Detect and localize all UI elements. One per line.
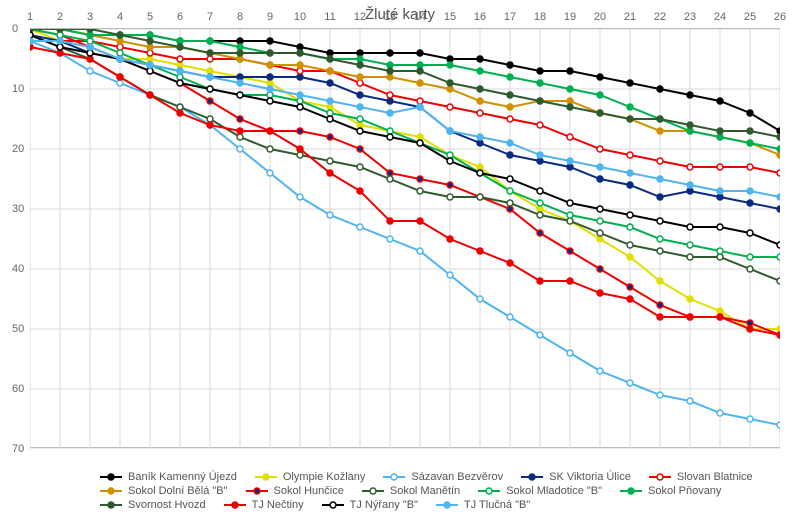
legend-label: TJ Nýřany "B" <box>350 499 418 511</box>
y-tick-label: 10 <box>12 83 24 95</box>
legend-label: Sokol Dolní Bělá "B" <box>128 485 228 497</box>
legend-swatch-icon <box>224 500 246 510</box>
legend-swatch-icon <box>322 500 344 510</box>
x-tick-label: 15 <box>444 11 456 23</box>
legend-label: Sokol Manětín <box>390 485 460 497</box>
x-tick-label: 21 <box>624 11 636 23</box>
x-tick-label: 23 <box>684 11 696 23</box>
x-tick-label: 1 <box>27 11 33 23</box>
y-tick-label: 60 <box>12 383 24 395</box>
legend-swatch-icon <box>246 486 268 496</box>
x-tick-label: 20 <box>594 11 606 23</box>
x-tick-label: 17 <box>504 11 516 23</box>
y-tick-label: 0 <box>12 23 18 35</box>
plot-area: 1234567891011121314151617181920212223242… <box>30 28 780 448</box>
x-tick-label: 25 <box>744 11 756 23</box>
legend-label: Slovan Blatnice <box>677 471 753 483</box>
y-tick-label: 50 <box>12 323 24 335</box>
legend-item: Svornost Hvozd <box>100 499 206 511</box>
legend-swatch-icon <box>100 486 122 496</box>
y-tick-label: 40 <box>12 263 24 275</box>
legend-swatch-icon <box>362 486 384 496</box>
y-tick-label: 30 <box>12 203 24 215</box>
legend-swatch-icon <box>620 486 642 496</box>
y-tick-label: 20 <box>12 143 24 155</box>
legend-label: Sázavan Bezvěrov <box>411 471 503 483</box>
legend-item: Sokol Manětín <box>362 485 460 497</box>
legend-swatch-icon <box>255 472 277 482</box>
legend-swatch-icon <box>100 500 122 510</box>
legend-item: Sokol Pňovany <box>620 485 721 497</box>
legend-label: Svornost Hvozd <box>128 499 206 511</box>
legend-label: Olympie Kožlany <box>283 471 366 483</box>
y-tick-label: 70 <box>12 443 24 455</box>
x-tick-label: 6 <box>177 11 183 23</box>
x-tick-label: 24 <box>714 11 726 23</box>
x-tick-label: 9 <box>267 11 273 23</box>
legend-item: Sokol Mladotice "B" <box>478 485 602 497</box>
legend-item: Slovan Blatnice <box>649 471 753 483</box>
x-tick-label: 5 <box>147 11 153 23</box>
legend-label: Sokol Mladotice "B" <box>506 485 602 497</box>
x-tick-label: 4 <box>117 11 123 23</box>
legend-swatch-icon <box>383 472 405 482</box>
legend-item: Sokol Hunčice <box>246 485 344 497</box>
legend-item: Baník Kamenný Újezd <box>100 471 237 483</box>
legend-swatch-icon <box>100 472 122 482</box>
legend-swatch-icon <box>649 472 671 482</box>
x-tick-label: 19 <box>564 11 576 23</box>
legend-swatch-icon <box>436 500 458 510</box>
legend-swatch-icon <box>478 486 500 496</box>
x-tick-label: 3 <box>87 11 93 23</box>
x-tick-label: 13 <box>384 11 396 23</box>
x-tick-label: 8 <box>237 11 243 23</box>
legend-label: TJ Tlučná "B" <box>464 499 530 511</box>
chart-container: Žluté karty 1234567891011121314151617181… <box>0 0 800 517</box>
legend-item: TJ Tlučná "B" <box>436 499 530 511</box>
legend-item: TJ Nýřany "B" <box>322 499 418 511</box>
x-tick-label: 12 <box>354 11 366 23</box>
legend-item: Olympie Kožlany <box>255 471 366 483</box>
legend-swatch-icon <box>521 472 543 482</box>
legend-item: Sázavan Bezvěrov <box>383 471 503 483</box>
legend-label: Sokol Pňovany <box>648 485 721 497</box>
legend-label: Baník Kamenný Újezd <box>128 471 237 483</box>
legend-label: SK Viktoria Úlice <box>549 471 631 483</box>
x-tick-label: 16 <box>474 11 486 23</box>
legend-label: TJ Nečtiny <box>252 499 304 511</box>
x-tick-label: 11 <box>324 11 335 23</box>
legend-label: Sokol Hunčice <box>274 485 344 497</box>
x-tick-label: 18 <box>534 11 546 23</box>
legend-item: TJ Nečtiny <box>224 499 304 511</box>
x-tick-label: 22 <box>654 11 666 23</box>
legend-item: Sokol Dolní Bělá "B" <box>100 485 228 497</box>
x-tick-label: 26 <box>774 11 786 23</box>
x-tick-label: 2 <box>57 11 63 23</box>
x-tick-label: 7 <box>207 11 213 23</box>
x-tick-label: 10 <box>294 11 306 23</box>
x-tick-label: 14 <box>414 11 426 23</box>
legend-item: SK Viktoria Úlice <box>521 471 631 483</box>
legend: Baník Kamenný Újezd Olympie Kožlany Sázava… <box>100 471 770 511</box>
